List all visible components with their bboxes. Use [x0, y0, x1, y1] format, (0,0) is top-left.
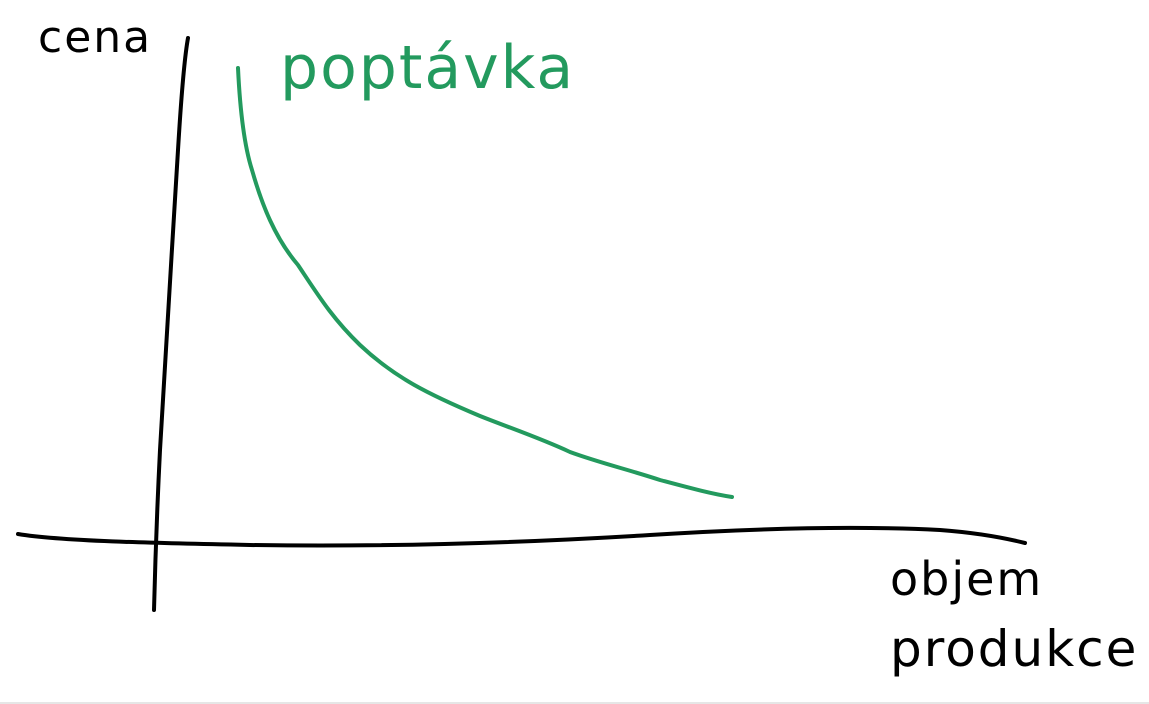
- x-axis-label-line1: objem: [890, 552, 1043, 606]
- bottom-border: [0, 702, 1149, 704]
- y-axis-label: cena: [38, 12, 152, 63]
- demand-curve-label: poptávka: [280, 33, 575, 103]
- y-axis-line: [152, 36, 190, 612]
- x-axis-line: [16, 525, 1027, 548]
- demand-curve: [236, 66, 734, 499]
- x-axis-label-line2: produkce: [890, 620, 1138, 678]
